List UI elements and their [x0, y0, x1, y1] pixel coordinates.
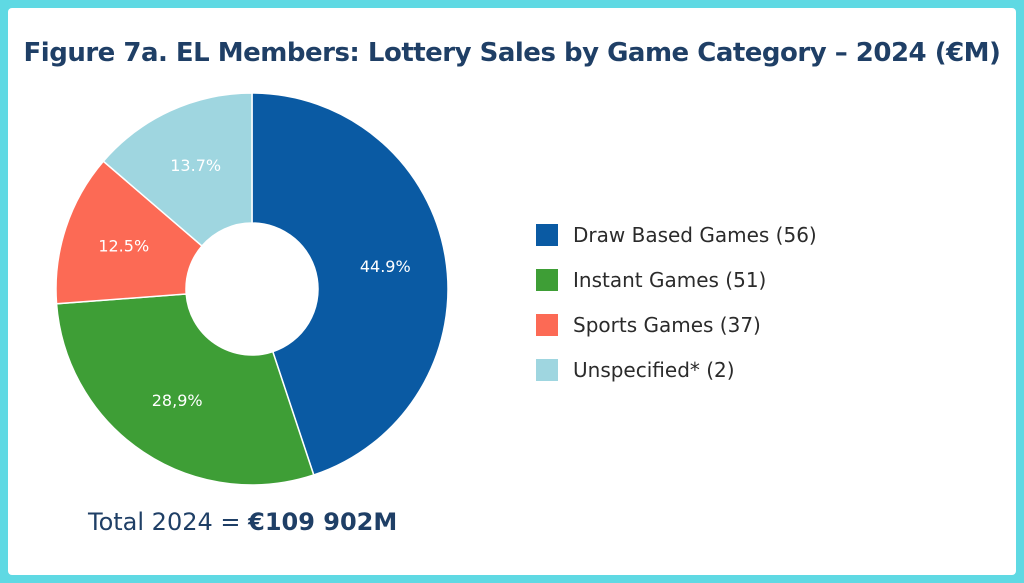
slice-sports-games: [55, 160, 204, 305]
donut-chart: 44.9% 28,9% 12.5% 13.7%: [55, 92, 449, 486]
slice-unspecified: [102, 92, 253, 248]
legend-swatch: [536, 268, 558, 291]
figure-panel: Figure 7a. EL Members: Lottery Sales by …: [8, 8, 1016, 575]
legend-item-draw-based-games: Draw Based Games (56): [536, 212, 817, 257]
legend-label: Unspecified* (2): [573, 357, 735, 382]
legend-swatch: [536, 223, 558, 246]
data-label-sports-games: 12.5%: [98, 236, 149, 255]
legend-label: Instant Games (51): [573, 267, 767, 292]
legend-item-sports-games: Sports Games (37): [536, 302, 817, 347]
data-label-instant-games: 28,9%: [152, 391, 203, 410]
slice-instant-games: [55, 293, 315, 486]
data-label-draw-based-games: 44.9%: [360, 257, 411, 276]
slice-draw-based-games: [251, 92, 449, 476]
total-value: €109 902M: [248, 508, 398, 536]
legend-swatch: [536, 358, 558, 381]
legend-label: Draw Based Games (56): [573, 222, 817, 247]
legend-swatch: [536, 313, 558, 336]
legend-label: Sports Games (37): [573, 312, 761, 337]
total-prefix: Total 2024 =: [88, 508, 249, 536]
total-label: Total 2024 = €109 902M: [88, 508, 397, 536]
data-label-unspecified: 13.7%: [170, 156, 221, 175]
chart-title: Figure 7a. EL Members: Lottery Sales by …: [23, 38, 1001, 68]
legend-item-unspecified: Unspecified* (2): [536, 347, 817, 392]
legend-item-instant-games: Instant Games (51): [536, 257, 817, 302]
legend: Draw Based Games (56) Instant Games (51) S…: [536, 212, 817, 392]
